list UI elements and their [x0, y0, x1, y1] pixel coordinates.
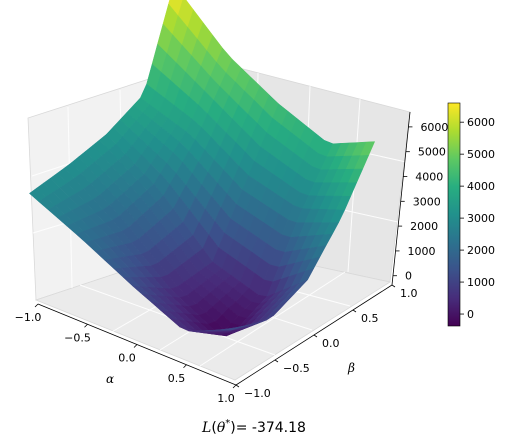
minimum-loss-caption: L(θ*)= -374.18 [201, 418, 306, 436]
x-tick-mark [34, 303, 39, 308]
x-tick-label: −1.0 [15, 311, 42, 324]
surface-facet [222, 327, 239, 331]
y-tick-label: 1.0 [400, 287, 418, 300]
y-tick-label: −1.0 [244, 387, 271, 400]
y-axis-label: β [347, 361, 355, 375]
z-tick-label: 3000 [413, 195, 441, 208]
z-tick-label: 0 [405, 270, 412, 283]
y-tick-mark [235, 384, 240, 388]
colorbar-tick-label: 2000 [467, 244, 495, 257]
y-tick-mark [274, 359, 279, 363]
surface-mesh [29, 0, 376, 337]
z-tick-label: 4000 [415, 170, 443, 183]
y-tick-mark [313, 334, 318, 338]
y-tick-label: 0.5 [361, 312, 379, 325]
colorbar-tick-label: 3000 [467, 212, 495, 225]
y-tick-label: 0.0 [322, 337, 340, 350]
colorbar: 0 1000 2000 3000 4000 5000 6000 [447, 102, 495, 327]
colorbar-tick-label: 5000 [467, 148, 495, 161]
y-tick-mark [391, 284, 396, 288]
x-tick-label: 0.0 [118, 352, 136, 365]
x-tick-label: 1.0 [217, 392, 235, 405]
colorbar-tick-label: 1000 [467, 276, 495, 289]
x-tick-label: 0.5 [168, 372, 186, 385]
z-tick-label: 6000 [420, 121, 448, 134]
x-axis: −1.0 −0.5 0.0 0.5 1.0 α [15, 303, 237, 405]
x-tick-label: −0.5 [64, 331, 91, 344]
colorbar-tick-label: 4000 [467, 180, 495, 193]
y-axis: −1.0 −0.5 0.0 0.5 1.0 β [235, 284, 418, 400]
x-axis-label: α [106, 372, 114, 386]
z-tick-label: 1000 [408, 245, 436, 258]
x-tick-mark [183, 364, 187, 369]
y-tick-mark [352, 309, 357, 313]
z-tick-label: 5000 [418, 146, 446, 159]
x-tick-mark [133, 344, 138, 348]
z-axis: 0 1000 2000 3000 4000 5000 6000 [391, 111, 448, 286]
colorbar-gradient [447, 102, 461, 327]
z-tick-label: 2000 [410, 220, 438, 233]
x-tick-mark [84, 323, 88, 328]
x-tick-mark [232, 384, 237, 389]
y-tick-label: −0.5 [283, 362, 310, 375]
colorbar-tick-label: 6000 [467, 116, 495, 129]
colorbar-tick-label: 0 [467, 308, 474, 321]
